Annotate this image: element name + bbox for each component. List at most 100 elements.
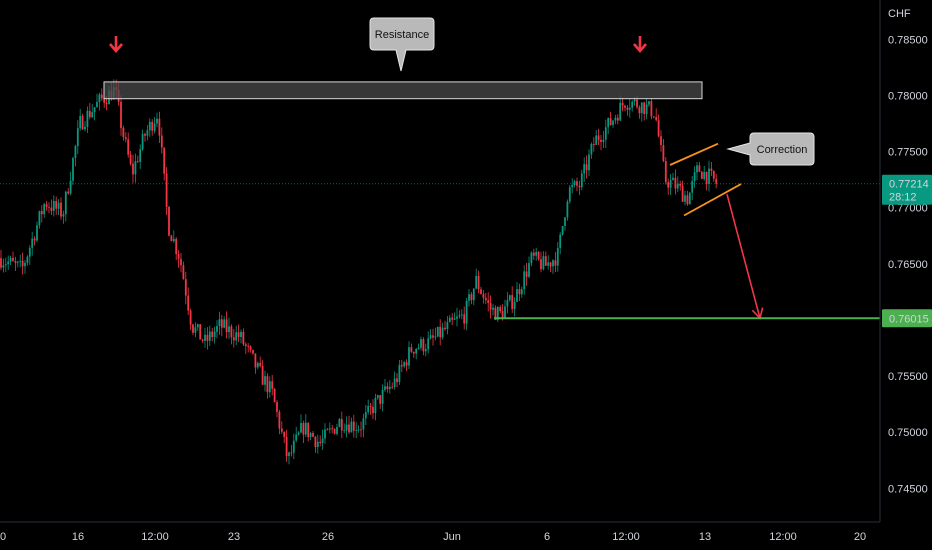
candle	[496, 306, 499, 322]
x-tick-label: 13	[699, 531, 711, 543]
candle	[662, 139, 665, 163]
candle	[396, 373, 398, 388]
candle	[669, 174, 672, 195]
candle	[679, 180, 682, 191]
channel-lower-line[interactable]	[683, 183, 742, 217]
resistance-callout-box	[369, 17, 435, 72]
candle	[19, 254, 22, 268]
candle	[213, 326, 216, 344]
candle	[484, 292, 487, 305]
candle	[398, 360, 401, 385]
candle	[597, 128, 600, 145]
current-price-badge	[882, 174, 932, 205]
candle	[312, 431, 314, 438]
channel-upper-line[interactable]	[669, 142, 719, 166]
candle	[249, 345, 252, 353]
candle	[465, 298, 468, 331]
candle	[189, 308, 192, 330]
candle	[710, 162, 713, 176]
candle	[477, 270, 480, 294]
candle	[556, 242, 559, 272]
x-tick-label: 23	[228, 531, 240, 543]
candle	[604, 119, 607, 148]
candle	[40, 205, 43, 223]
candle	[261, 360, 264, 385]
candle	[225, 311, 228, 339]
candle	[283, 431, 286, 444]
time-axis-background	[0, 522, 932, 550]
correction-callout[interactable]: Correction	[726, 132, 815, 166]
candle	[204, 327, 206, 348]
candle	[295, 426, 298, 443]
candle	[444, 320, 446, 331]
candle	[192, 323, 194, 336]
candle	[271, 374, 274, 396]
candle	[357, 425, 360, 433]
projection-arrow[interactable]	[726, 193, 761, 319]
candle	[163, 147, 166, 181]
candle	[516, 282, 518, 302]
candle	[50, 199, 53, 215]
candle	[314, 436, 317, 453]
candle	[549, 261, 552, 273]
candle	[48, 202, 50, 214]
candle	[33, 236, 36, 246]
candle	[252, 349, 254, 355]
candle	[360, 421, 362, 438]
candle	[705, 171, 708, 191]
candle	[331, 424, 334, 434]
candle	[91, 104, 94, 119]
candle	[367, 399, 370, 415]
y-tick-label: 0.75500	[888, 371, 928, 383]
candle	[369, 402, 372, 415]
candle	[187, 287, 190, 315]
candle	[124, 132, 127, 143]
candle	[441, 322, 444, 340]
candle	[535, 248, 538, 261]
candle	[530, 251, 533, 267]
peak-markers	[109, 36, 647, 53]
candle	[79, 109, 82, 131]
y-tick-label: 0.78000	[888, 90, 928, 102]
candle	[14, 256, 17, 271]
candle	[182, 261, 185, 280]
candle	[86, 106, 89, 133]
candle	[218, 311, 221, 335]
candle	[55, 196, 58, 215]
candle	[168, 205, 170, 237]
candle	[364, 404, 367, 426]
candle	[355, 422, 358, 438]
candle	[684, 190, 686, 206]
candle	[525, 263, 528, 286]
candle	[508, 294, 511, 302]
candle	[196, 323, 199, 331]
candle	[655, 108, 658, 122]
candle	[288, 451, 290, 465]
candle	[254, 353, 257, 374]
price-axis[interactable]: CHF 0.785000.780000.775000.770000.765000…	[879, 0, 932, 522]
candle	[693, 166, 696, 188]
time-axis[interactable]: 00 16 12:00 23 26 Jun 6 12:00 13 12:00 20	[0, 521, 932, 550]
candle	[156, 112, 158, 128]
candle	[122, 125, 125, 141]
candle	[264, 370, 266, 392]
candle	[376, 394, 379, 401]
candle	[400, 359, 403, 373]
candle	[640, 102, 643, 122]
candle	[590, 142, 593, 159]
candle	[74, 144, 77, 167]
candle	[45, 200, 48, 211]
candle	[453, 312, 456, 321]
candle	[403, 360, 406, 369]
candle	[664, 157, 667, 185]
candle	[384, 379, 386, 392]
candle	[468, 289, 470, 307]
resistance-zone[interactable]	[103, 81, 703, 100]
x-tick-label: 16	[72, 531, 84, 543]
resistance-callout[interactable]: Resistance	[369, 17, 435, 72]
candle	[427, 331, 430, 354]
candle	[340, 411, 343, 439]
candle	[134, 153, 137, 183]
y-tick-label: 0.76500	[888, 259, 928, 271]
